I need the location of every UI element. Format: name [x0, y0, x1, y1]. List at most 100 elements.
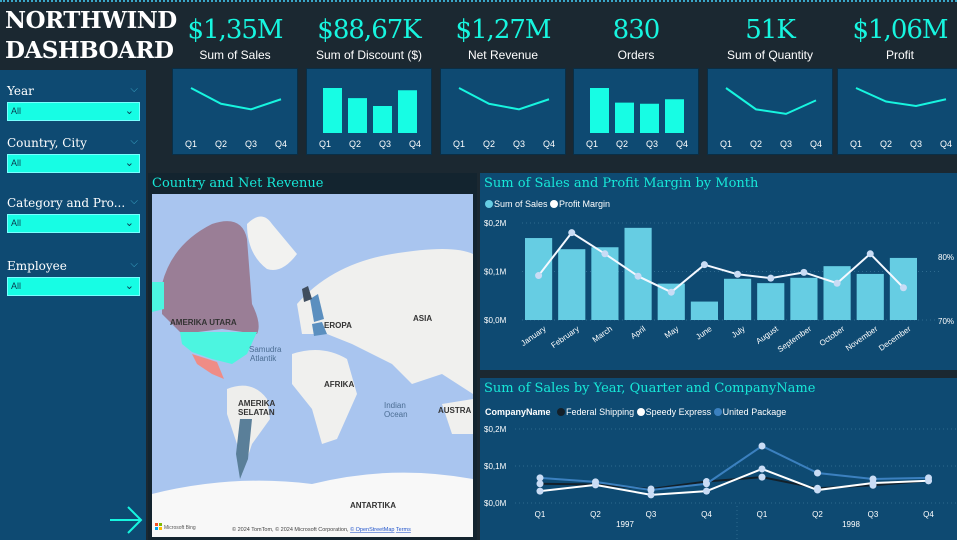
profit-margin-point[interactable] [833, 279, 841, 287]
x-tick-label: October [818, 324, 847, 348]
x-tick-label: Q3 [646, 510, 657, 519]
terms-link[interactable]: Terms [396, 527, 411, 533]
osm-link[interactable]: © OpenStreetMap [350, 526, 394, 533]
series-point[interactable] [536, 474, 544, 482]
slicer-label: Employee [7, 259, 67, 273]
chart-title: Sum of Sales and Profit Margin by Month [484, 176, 759, 191]
bing-logo: Microsoft Bing [155, 523, 196, 531]
sales-bar[interactable] [757, 283, 785, 320]
profit-margin-point[interactable] [634, 272, 642, 280]
kpi-sparkline[interactable]: Q1 Q2 Q3 Q4 [573, 68, 699, 155]
sales-bar[interactable] [591, 247, 619, 320]
chevron-down-icon[interactable]: ⌵ [130, 259, 138, 270]
sparkline-tick: Q4 [940, 139, 952, 149]
category-dropdown[interactable]: All ⌄ [7, 214, 140, 233]
kpi-card: $1,06M Profit [837, 12, 957, 62]
chevron-down-icon: ⌄ [124, 105, 134, 117]
kpi-sparkline[interactable]: Q1 Q2 Q3 Q4 [172, 68, 298, 155]
kpi-sparkline[interactable]: Q1 Q2 Q3 Q4 [707, 68, 833, 155]
series-point[interactable] [536, 487, 544, 495]
sparkline-line [725, 87, 817, 115]
profit-margin-point[interactable] [700, 261, 708, 269]
map-copyright: © 2024 TomTom, © 2024 Microsoft Corporat… [232, 526, 350, 533]
series-point[interactable] [703, 487, 710, 495]
x-tick-label: February [550, 324, 581, 350]
bing-text: Microsoft Bing [164, 525, 196, 531]
series-point[interactable] [592, 481, 599, 489]
chevron-down-icon[interactable]: ⌵ [130, 196, 138, 207]
map-label: ASIA [413, 314, 432, 323]
profit-margin-point[interactable] [800, 268, 808, 276]
arrow-right-icon[interactable] [108, 505, 144, 535]
sparkline-tick: Q2 [483, 139, 495, 149]
profit-margin-point[interactable] [899, 284, 907, 292]
legend-item[interactable]: Sum of Sales [494, 199, 548, 209]
series-point[interactable] [536, 480, 544, 488]
chart-title: Sum of Sales by Year, Quarter and Compan… [484, 381, 816, 396]
chart-plot[interactable]: $0,0M $0,1M $0,2M Q1 Q2 Q3 Q4 Q1 Q2 Q3 Q4 1997 1998 [480, 378, 957, 540]
kpi-value: $1,06M [852, 15, 948, 45]
series-point[interactable] [814, 486, 821, 494]
kpi-sparkline[interactable]: Q1 Q2 Q3 Q4 [440, 68, 566, 155]
sparkline-tick: Q4 [810, 139, 822, 149]
profit-margin-point[interactable] [535, 272, 543, 280]
x-tick-label: Q4 [923, 510, 934, 519]
title-line-1: NORTHWIND [5, 7, 177, 34]
sparkline-tick: Q3 [513, 139, 525, 149]
kpi-card: $1,27M Net Revenue [440, 12, 566, 62]
x-tick-label: November [844, 324, 880, 353]
country-city-dropdown[interactable]: All ⌄ [7, 154, 140, 173]
chevron-down-icon: ⌄ [124, 217, 134, 229]
sparkline-tick: Q3 [245, 139, 257, 149]
series-point[interactable] [758, 442, 766, 450]
sales-bar[interactable] [690, 301, 718, 320]
kpi-card: $1,35M Sum of Sales [172, 12, 298, 62]
chevron-down-icon[interactable]: ⌵ [130, 136, 138, 147]
legend-item[interactable]: Speedy Express [645, 407, 712, 417]
legend-item[interactable]: Federal Shipping [566, 407, 635, 417]
x-tick-label: August [754, 324, 780, 346]
world-map[interactable]: AMERIKA UTARA EROPA ASIA AFRIKA AMERIKA … [152, 194, 473, 537]
series-point[interactable] [703, 480, 710, 488]
sparkline-line [458, 87, 550, 111]
sales-bar[interactable] [790, 277, 818, 320]
profit-margin-point[interactable] [568, 229, 576, 237]
map-label: AFRIKA [324, 380, 354, 389]
year-dropdown[interactable]: All ⌄ [7, 102, 140, 121]
kpi-label: Net Revenue [467, 48, 539, 62]
x-tick-label: April [629, 324, 647, 341]
profit-margin-point[interactable] [734, 270, 742, 278]
sales-bar[interactable] [724, 278, 752, 320]
sparkline-tick: Q4 [676, 139, 688, 149]
chevron-down-icon[interactable]: ⌵ [130, 84, 138, 95]
kpi-sparkline[interactable]: Q1 Q2 Q3 Q4 [306, 68, 432, 155]
y-tick-label: $0,1M [484, 462, 507, 471]
series-point[interactable] [758, 473, 766, 481]
kpi-sparkline[interactable]: Q1 Q2 Q3 Q4 [837, 68, 957, 155]
x-tick-label: June [694, 324, 714, 342]
series-point[interactable] [758, 465, 766, 473]
profit-margin-point[interactable] [866, 250, 874, 258]
series-point[interactable] [814, 469, 821, 477]
chart-plot[interactable]: $0,0M $0,1M $0,2M 70% 80% January February Marc… [480, 173, 957, 370]
legend-item[interactable]: Profit Margin [559, 199, 611, 209]
employee-dropdown[interactable]: All ⌄ [7, 277, 140, 296]
kpi-card: 830 Orders [573, 12, 699, 62]
sparkline-line [190, 87, 282, 111]
profit-margin-point[interactable] [601, 250, 609, 258]
top-border [0, 0, 957, 2]
sparkline-chart: Q1 Q2 Q3 Q4 [586, 88, 688, 149]
sales-bar[interactable] [856, 273, 884, 320]
y2-tick-label: 70% [938, 317, 954, 326]
legend-item[interactable]: United Package [722, 407, 787, 417]
map-label: Ocean [384, 410, 408, 419]
series-point[interactable] [647, 491, 655, 499]
series-point[interactable] [925, 477, 932, 485]
series-point[interactable] [869, 479, 877, 487]
sales-bar[interactable] [558, 249, 586, 320]
profit-margin-point[interactable] [667, 288, 675, 296]
sparkline-tick: Q1 [185, 139, 197, 149]
profit-margin-point[interactable] [767, 274, 775, 282]
kpi-value: 51K [745, 15, 796, 45]
series-point[interactable] [647, 486, 655, 494]
